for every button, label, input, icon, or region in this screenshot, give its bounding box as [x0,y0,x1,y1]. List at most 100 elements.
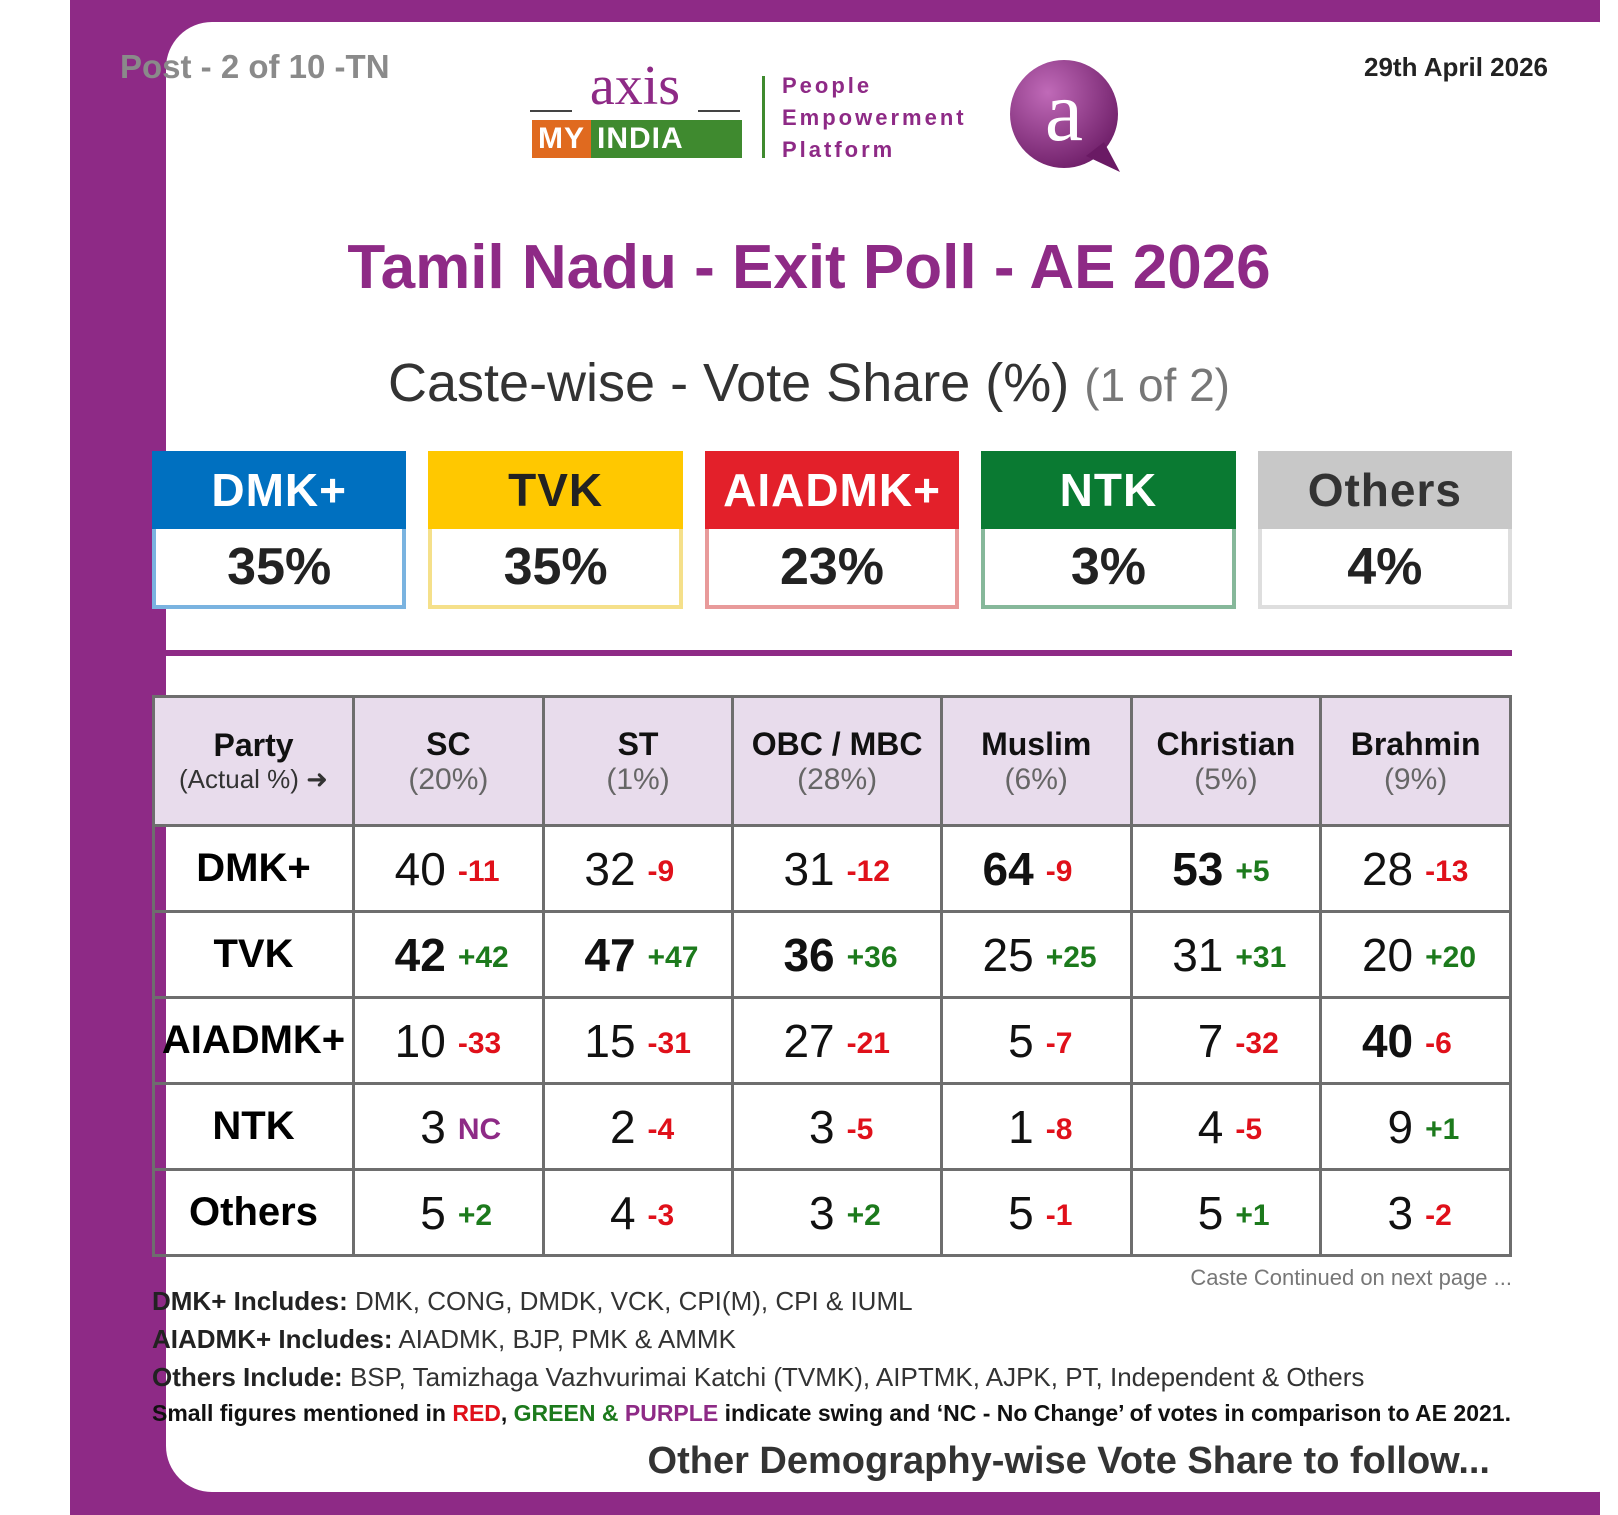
vote-share-value: 3 [420,1100,446,1153]
vote-share-value: 31 [783,842,835,895]
vote-share-cell: 25 +25 [939,910,1133,999]
vote-share-value: 4 [609,1186,636,1239]
logo-tagline-2: Empowerment [782,105,967,130]
note-others-text: BSP, Tamizhaga Vazhvurimai Katchi (TVMK)… [349,1362,1365,1392]
swing-value: -1 [1045,1199,1073,1233]
vote-share-cell: 40 -11 [352,824,545,913]
swing-value: +47 [647,941,699,975]
note-others-label: Others Include: [152,1362,343,1392]
swing-value: +20 [1425,941,1476,975]
vote-share-cell: 28 -13 [1319,824,1512,913]
logo-axis-text: axis [530,58,740,114]
caste-share: (20%) [408,762,489,796]
vote-share-cell: 5 -1 [939,1168,1133,1257]
note-aiadmk: AIADMK+ Includes: AIADMK, BJP, PMK & AMM… [152,1320,1364,1358]
vote-share-value: 2 [609,1100,636,1153]
logo-my: MY [532,120,591,158]
vote-share-value: 1 [1008,1100,1034,1153]
swing-value: -33 [457,1027,502,1061]
vote-share-value: 3 [809,1186,835,1239]
vote-share-value: 4 [1197,1100,1224,1153]
vote-share-value: 40 [1361,1014,1414,1067]
vote-share-cell: 64 -9 [939,824,1133,913]
vote-share-cell: 4 -5 [1129,1082,1323,1171]
vote-share-value: 3 [809,1100,835,1153]
note-aiadmk-label: AIADMK+ Includes: [152,1324,393,1354]
overall-box-aiadmk: AIADMK+ 23% [704,451,960,609]
caste-share: (5%) [1194,762,1258,796]
swing-value: -32 [1235,1027,1279,1061]
swing-value: NC [457,1113,502,1147]
swing-value: +25 [1045,941,1097,975]
table-header-row: Party (Actual %) ➜ SC (20%) ST (1%) OBC / MB… [152,695,1512,827]
overall-box-dmk: DMK+ 35% [152,451,407,609]
vote-share-cell: 20 +20 [1319,910,1512,999]
vote-share-cell: 3 -5 [731,1082,943,1171]
table-body: DMK+ 40 -11 32 -9 31 -12 64 -9 53 +5 28 -13 TVK 42 +42 4… [152,824,1512,1257]
vote-share-cell: 53 +5 [1129,824,1323,913]
swing-value: -8 [1045,1113,1073,1147]
caste-vote-share-table: Party (Actual %) ➜ SC (20%) ST (1%) OBC / MB… [152,695,1512,1257]
overall-party-value: 3% [981,529,1236,609]
vote-share-cell: 5 +1 [1129,1168,1323,1257]
vote-share-cell: 1 -8 [939,1082,1133,1171]
vote-share-value: 3 [1387,1186,1414,1239]
post-counter: Post - 2 of 10 -TN [120,48,390,85]
caste-name: SC [426,725,471,762]
swing-value: +36 [846,941,898,975]
overall-party-value: 35% [428,529,683,609]
swing-value: -21 [846,1027,890,1061]
vote-share-cell: 5 -7 [939,996,1133,1085]
vote-share-value: 53 [1172,842,1224,895]
swing-value: -2 [1425,1199,1452,1233]
vote-share-value: 5 [420,1186,446,1239]
alliance-notes: DMK+ Includes: DMK, CONG, DMDK, VCK, CPI… [152,1282,1364,1396]
vote-share-cell: 31 -12 [731,824,943,913]
caste-name: OBC / MBC [751,725,923,762]
vote-share-value: 42 [394,928,446,981]
swing-value: +2 [457,1199,493,1233]
a-bubble-icon: a [1010,60,1120,172]
post-date: 29th April 2026 [1363,52,1548,82]
swing-value: +5 [1235,855,1270,889]
vote-share-value: 64 [982,842,1034,895]
caste-column-header: OBC / MBC (28%) [731,695,943,827]
vote-share-cell: 15 -31 [541,996,735,1085]
note-dmk-label: DMK+ Includes: [152,1286,348,1316]
row-party-name: TVK [152,910,355,999]
vote-share-cell: 9 +1 [1319,1082,1512,1171]
vote-share-value: 28 [1361,842,1414,895]
vote-share-value: 5 [1008,1186,1034,1239]
caste-column-header: Muslim (6%) [939,695,1133,827]
follow-note: Other Demography-wise Vote Share to foll… [647,1440,1490,1482]
vote-share-value: 15 [584,1014,636,1067]
note-dmk-text: DMK, CONG, DMDK, VCK, CPI(M), CPI & IUML [354,1286,913,1316]
overall-party-name: AIADMK+ [704,451,960,529]
vote-share-cell: 10 -33 [352,996,545,1085]
legend-amp: & [601,1400,619,1426]
logo-india: INDIA [591,120,742,158]
overall-box-ntk: NTK 3% [981,451,1236,609]
swing-value: +31 [1235,941,1287,975]
vote-share-value: 36 [783,928,835,981]
caste-name: ST [617,725,659,762]
legend-red: RED [452,1400,501,1426]
vote-share-cell: 3 NC [352,1082,545,1171]
vote-share-cell: 5 +2 [352,1168,545,1257]
vote-share-cell: 32 -9 [541,824,735,913]
note-aiadmk-text: AIADMK, BJP, PMK & AMMK [398,1324,736,1354]
vote-share-value: 31 [1172,928,1224,981]
row-party-name: AIADMK+ [152,996,355,1085]
swing-value: -9 [1045,855,1073,889]
table-row: NTK 3 NC 2 -4 3 -5 1 -8 4 -5 9 +1 [152,1082,1512,1171]
vote-share-cell: 3 +2 [731,1168,943,1257]
swing-value: +1 [1425,1113,1460,1147]
swing-value: -4 [647,1113,675,1147]
vote-share-value: 5 [1008,1014,1034,1067]
arrow-right-icon: ➜ [306,764,328,794]
overall-party-name: TVK [428,451,683,529]
overall-party-value: 35% [152,529,407,609]
swing-value: -5 [846,1113,874,1147]
vote-share-cell: 2 -4 [541,1082,735,1171]
swing-value: -6 [1425,1027,1452,1061]
